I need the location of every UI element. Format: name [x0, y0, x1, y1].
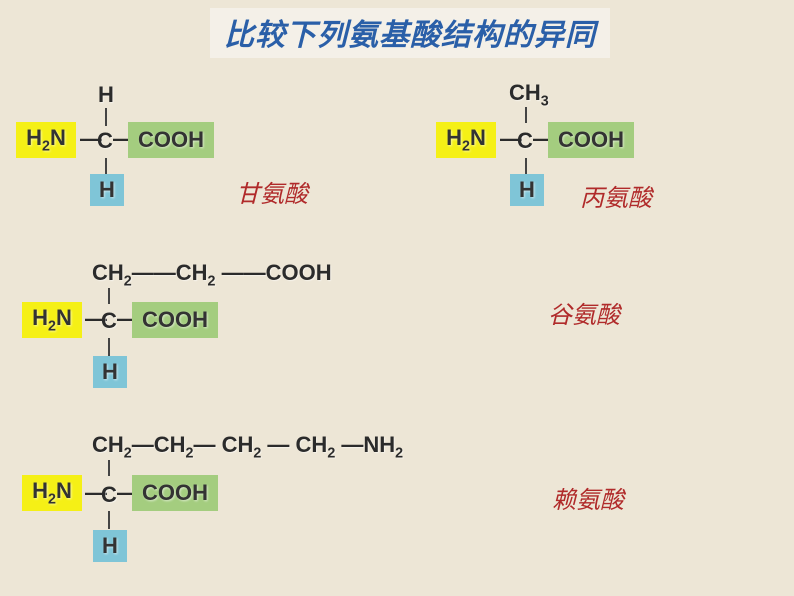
glu-bottom: H	[102, 359, 118, 385]
glu-amino-box: H2N	[22, 302, 82, 338]
ala-cooh-box: COOH	[548, 122, 634, 158]
gly-cooh-box: COOH	[128, 122, 214, 158]
ala-name: 丙氨酸	[580, 178, 652, 213]
gly-name: 甘氨酸	[236, 174, 308, 209]
glu-carboxyl: COOH	[142, 307, 208, 333]
gly-carboxyl: COOH	[138, 127, 204, 153]
gly-amino-box: H2N	[16, 122, 76, 158]
glu-vline2	[108, 338, 110, 356]
lys-carboxyl: COOH	[142, 480, 208, 506]
glu-name: 谷氨酸	[548, 295, 620, 330]
gly-top: H	[98, 82, 114, 108]
gly-bottom: H	[99, 177, 115, 203]
glu-vline1	[108, 288, 110, 304]
ala-vline1	[525, 107, 527, 123]
lys-vline1	[108, 460, 110, 476]
page-title: 比较下列氨基酸结构的异同	[210, 8, 610, 58]
ala-center: C	[517, 128, 533, 154]
gly-h-box: H	[90, 174, 124, 206]
gly-vline1	[105, 108, 107, 126]
glu-h-box: H	[93, 356, 127, 388]
lys-vline2	[108, 511, 110, 529]
lys-center: C	[101, 482, 117, 508]
lys-bottom: H	[102, 533, 118, 559]
glu-chain: CH2——CH2 ——COOH	[92, 260, 332, 289]
lys-amino-box: H2N	[22, 475, 82, 511]
glu-center: C	[101, 308, 117, 334]
lys-h-box: H	[93, 530, 127, 562]
glu-amino: H2N	[32, 305, 72, 334]
lys-chain: CH2—CH2— CH2 — CH2 —NH2	[92, 432, 403, 461]
ala-bottom: H	[519, 177, 535, 203]
lys-amino: H2N	[32, 478, 72, 507]
glu-cooh-box: COOH	[132, 302, 218, 338]
lys-name: 赖氨酸	[552, 480, 624, 515]
ala-h-box: H	[510, 174, 544, 206]
ala-carboxyl: COOH	[558, 127, 624, 153]
lys-cooh-box: COOH	[132, 475, 218, 511]
ala-top: CH3	[509, 80, 549, 109]
ala-amino-box: H2N	[436, 122, 496, 158]
gly-center: C	[97, 128, 113, 154]
gly-amino: H2N	[26, 125, 66, 154]
ala-amino: H2N	[446, 125, 486, 154]
